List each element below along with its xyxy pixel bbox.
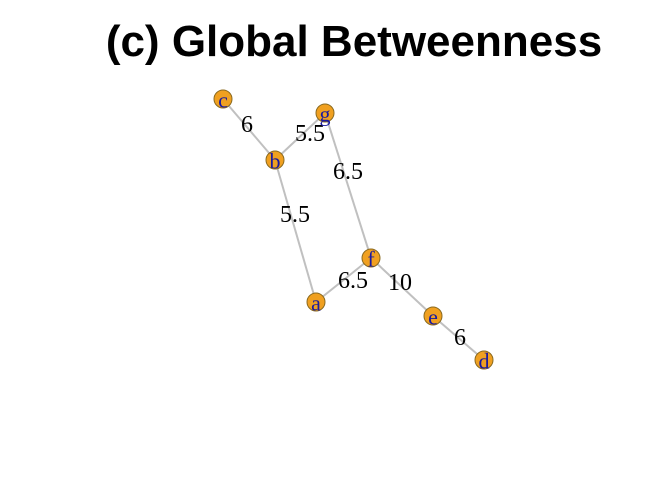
edge-g-f bbox=[324, 112, 372, 259]
edge-f-e bbox=[370, 257, 434, 317]
node-e: e bbox=[423, 305, 443, 330]
edge-g-b bbox=[274, 112, 326, 161]
edge-a-f bbox=[315, 257, 372, 303]
node-circle-g bbox=[315, 103, 335, 123]
edge-label-f-e: 10 bbox=[388, 270, 412, 296]
diagram-title: (c) Global Betweenness bbox=[105, 17, 603, 66]
edges-layer bbox=[222, 98, 485, 361]
node-label-a: a bbox=[311, 291, 321, 316]
node-circle-e bbox=[423, 306, 443, 326]
edge-b-a bbox=[274, 159, 317, 303]
node-circle-c bbox=[213, 89, 233, 109]
node-circle-a bbox=[306, 292, 326, 312]
edge-label-b-a: 5.5 bbox=[280, 202, 310, 228]
node-label-e: e bbox=[428, 305, 438, 330]
node-g: g bbox=[315, 102, 335, 127]
node-circle-b bbox=[265, 150, 285, 170]
node-label-c: c bbox=[218, 88, 228, 113]
edge-label-g-f: 6.5 bbox=[333, 159, 363, 185]
edge-label-c-b: 6 bbox=[241, 112, 253, 138]
nodes-layer: c g b f a e d bbox=[213, 88, 494, 374]
node-label-f: f bbox=[367, 247, 375, 272]
edge-label-e-d: 6 bbox=[454, 325, 466, 351]
edge-label-g-b: 5.5 bbox=[295, 121, 325, 147]
edge-labels-layer: 6 5.5 6.5 5.5 6.5 10 6 bbox=[241, 112, 466, 351]
node-a: a bbox=[306, 291, 326, 316]
node-label-g: g bbox=[320, 102, 331, 127]
node-f: f bbox=[361, 247, 381, 272]
node-label-b: b bbox=[270, 149, 281, 174]
node-c: c bbox=[213, 88, 233, 113]
edge-c-b bbox=[222, 98, 276, 161]
edge-label-a-f: 6.5 bbox=[338, 268, 368, 294]
node-d: d bbox=[474, 349, 494, 374]
node-b: b bbox=[265, 149, 285, 174]
node-circle-d bbox=[474, 350, 494, 370]
edge-e-d bbox=[432, 315, 485, 361]
node-circle-f bbox=[361, 248, 381, 268]
node-label-d: d bbox=[479, 349, 490, 374]
